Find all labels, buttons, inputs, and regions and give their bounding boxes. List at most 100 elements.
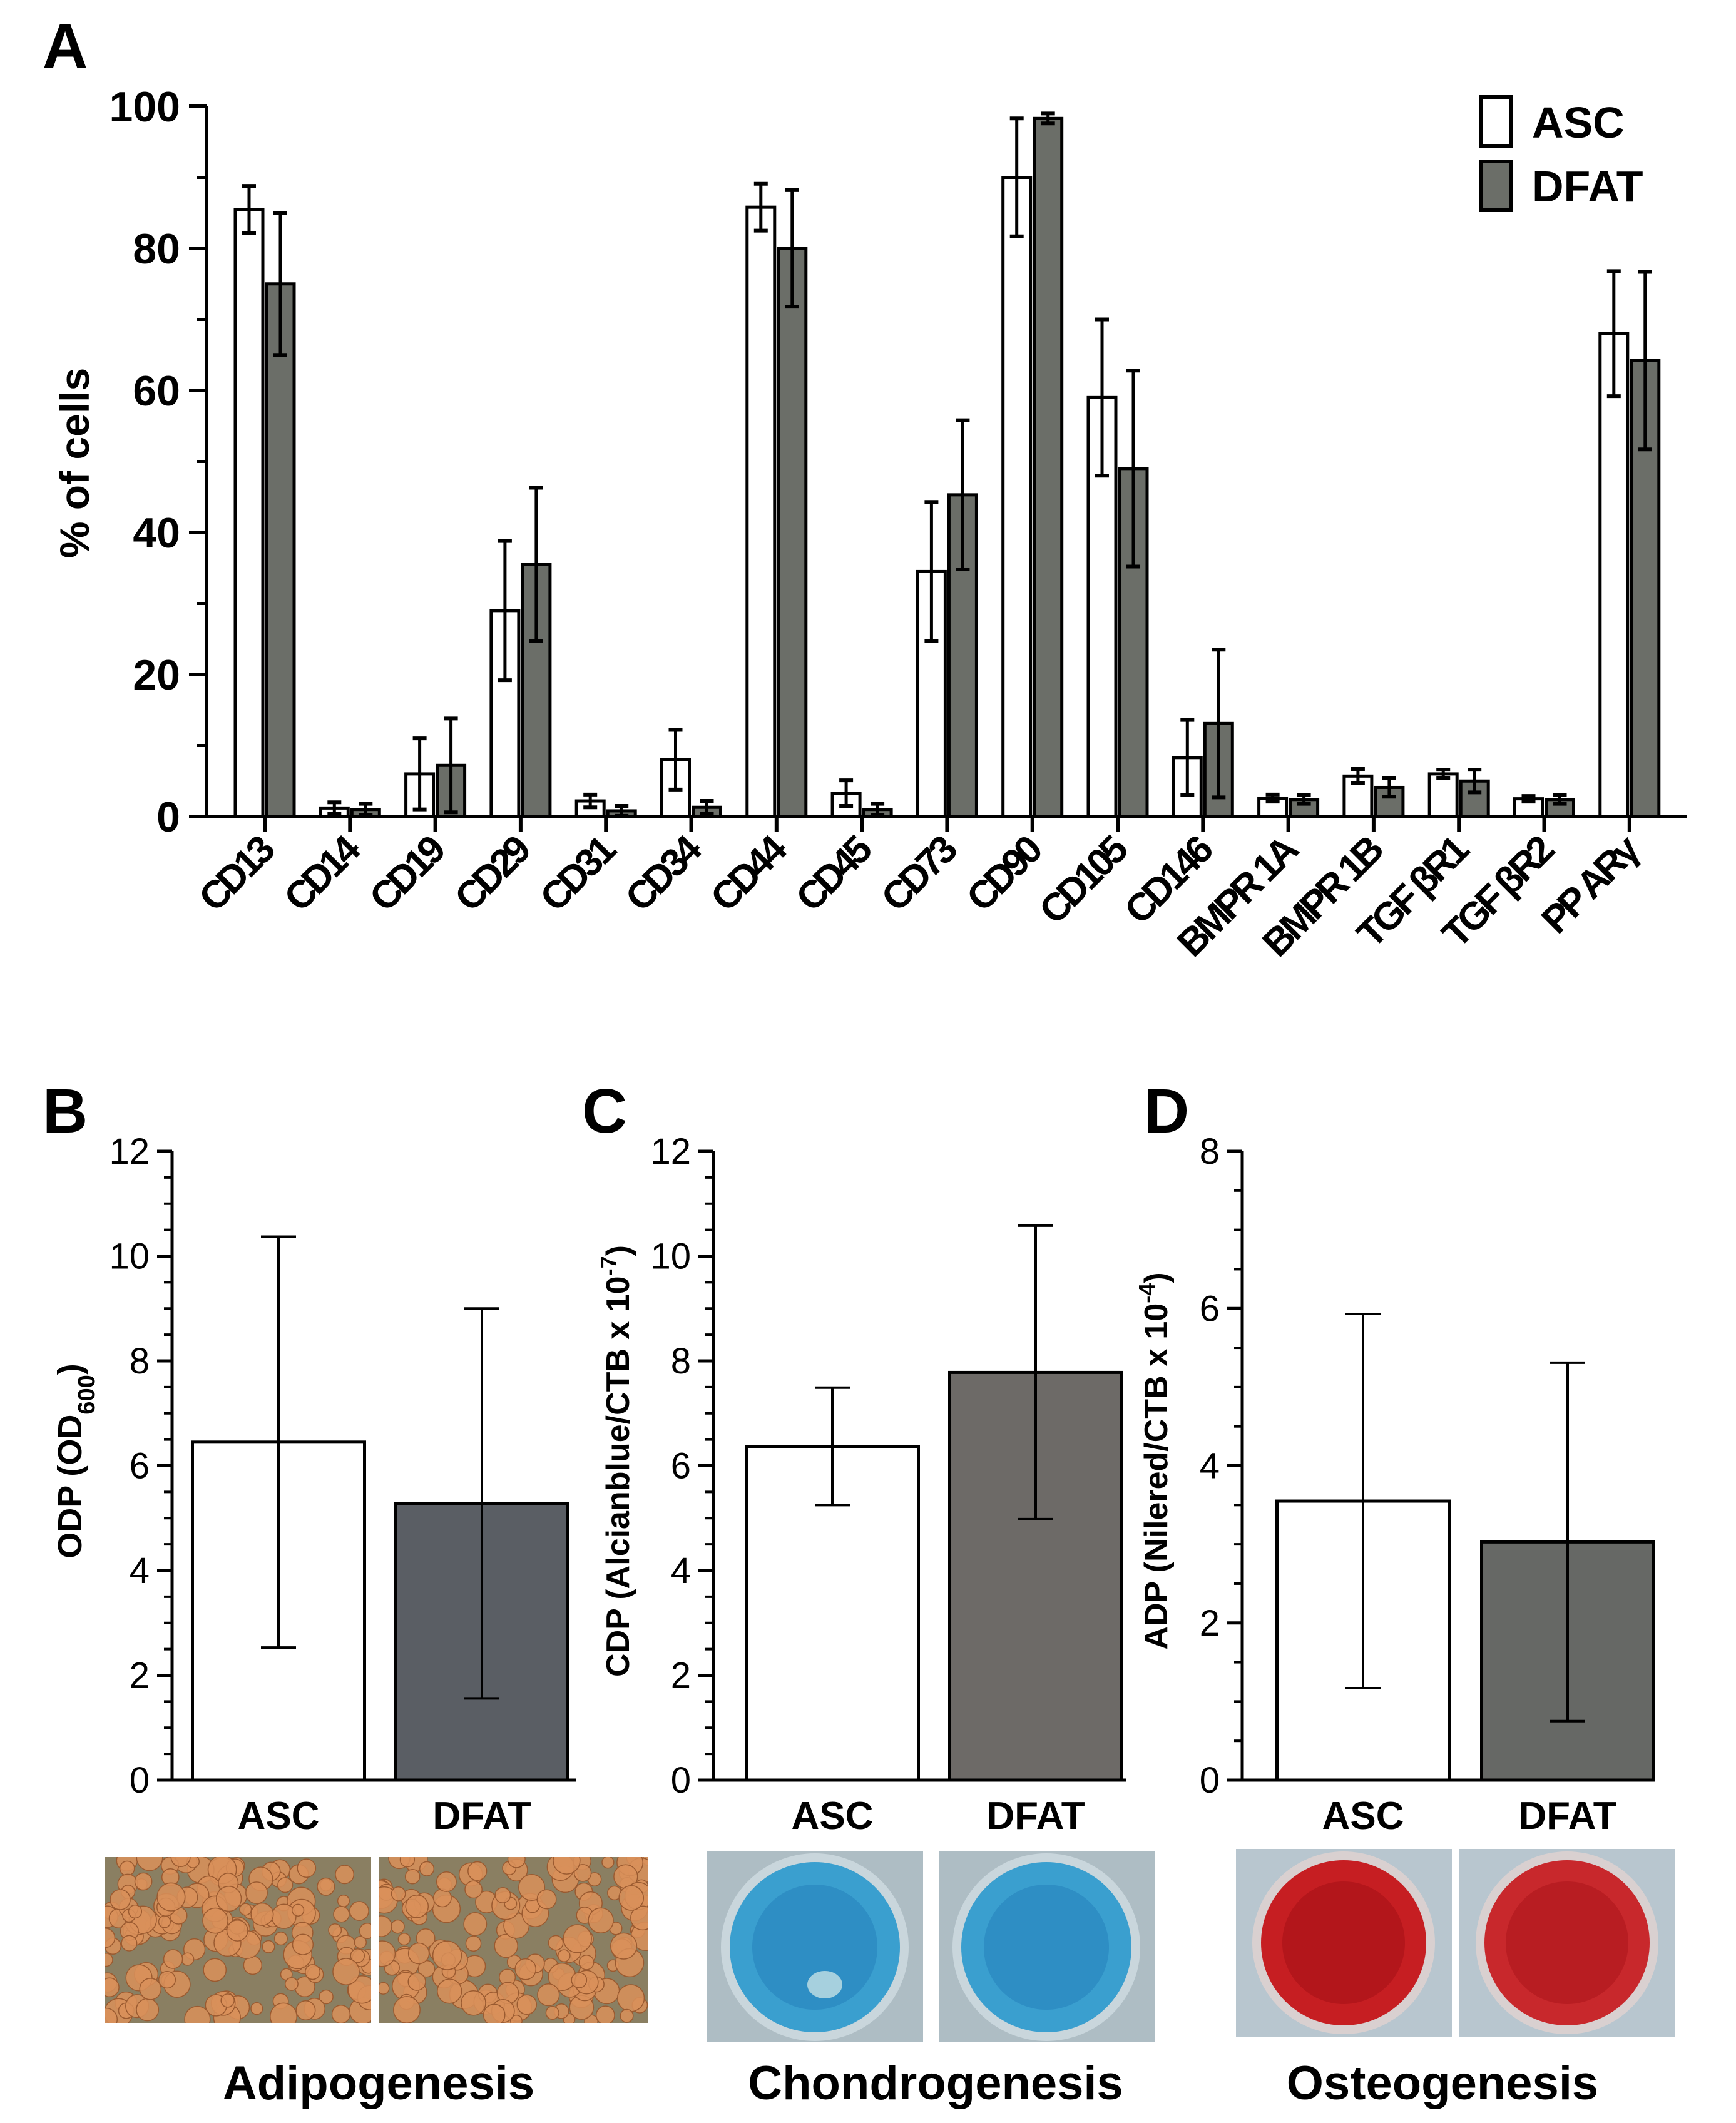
panel-c-y-tick-label: 10 — [650, 1236, 691, 1277]
lipid-droplet — [245, 1881, 268, 1905]
panel-label-c: C — [582, 1076, 627, 1146]
legend-dfat-label: DFAT — [1532, 162, 1643, 211]
dfat-bar-cd29 — [521, 563, 552, 818]
asc-bar-cd90 — [1001, 176, 1033, 818]
lipid-droplet — [170, 1857, 191, 1868]
lipid-droplet — [273, 1932, 288, 1946]
lipid-droplet — [270, 2002, 297, 2023]
lipid-droplet — [121, 1935, 138, 1952]
lipid-droplet — [545, 2005, 559, 2020]
lipid-droplet — [610, 1932, 638, 1960]
lipid-droplet — [510, 2014, 523, 2023]
lipid-droplet — [536, 1889, 557, 1910]
lipid-droplet — [553, 1857, 581, 1875]
lipid-droplet — [105, 1977, 120, 1998]
lipid-droplet — [119, 1860, 135, 1876]
lipid-droplet — [436, 1871, 457, 1892]
lipid-droplet — [156, 1882, 186, 1912]
panel-b-x-tick-label: ASC — [238, 1795, 320, 1838]
panel-c-x-tick-label: ASC — [792, 1795, 874, 1838]
panel-c-y-tick-label: 0 — [671, 1760, 691, 1801]
panel-a-y-tick-label: 20 — [133, 651, 180, 699]
lipid-droplet — [514, 1958, 537, 1980]
panel-a-x-tick-label: CD19 — [362, 828, 454, 920]
lipid-droplet — [516, 1994, 538, 2015]
lipid-droplet — [332, 1958, 360, 1985]
lipid-droplet — [437, 1978, 462, 2004]
panel-a-x-tick-label: CD31 — [532, 828, 624, 920]
lipid-droplet — [595, 2005, 615, 2023]
lipid-droplet — [297, 1858, 317, 1878]
lipid-droplet — [571, 1972, 588, 1988]
lipid-droplet — [432, 1940, 462, 1970]
lipid-droplet — [379, 1982, 390, 1995]
panel-b-y-tick-label: 4 — [130, 1550, 150, 1591]
panel-label-a: A — [43, 11, 88, 81]
panel-c-y-tick-label: 8 — [671, 1341, 691, 1382]
panel-a-x-tick-label: CD13 — [191, 828, 283, 920]
lipid-droplet — [391, 1886, 406, 1902]
lipid-droplet — [262, 1940, 275, 1953]
panel-a-x-tick-label: CD14 — [276, 827, 369, 920]
dfat-bar-cd13 — [265, 282, 296, 818]
lipid-droplet — [163, 1949, 183, 1969]
lipid-droplet — [359, 1923, 371, 1940]
lipid-droplet — [134, 1872, 153, 1891]
lipid-droplet — [463, 1912, 488, 1936]
lipid-droplet — [354, 1936, 367, 1949]
lipid-droplet — [620, 2008, 634, 2023]
lipid-droplet — [202, 1907, 228, 1934]
lipid-droplet — [105, 1927, 116, 1948]
adipogenesis-images — [105, 1857, 648, 2023]
lipid-droplet — [105, 2007, 118, 2023]
lipid-droplet — [277, 1877, 294, 1893]
lipid-droplet — [331, 2005, 351, 2023]
lipid-droplet — [563, 1924, 592, 1953]
lipid-droplet — [379, 1940, 396, 1967]
lipid-droplet — [292, 1933, 314, 1955]
dfat-bar-cd44 — [777, 247, 808, 818]
panel-c-y-tick-label: 6 — [671, 1446, 691, 1487]
panel-c-chart: 0 2 4 6 8 10 12 ASC DFAT CDP (Alcianblue/CTB x … — [596, 1131, 1126, 1838]
lipid-droplet — [616, 1984, 645, 2012]
panel-a-x-tick-label: CD29 — [447, 828, 539, 920]
lipid-droplet — [630, 1905, 648, 1931]
lipid-droplet — [578, 1954, 595, 1970]
osteo-well-dfat-inner — [1506, 1881, 1628, 2004]
panel-b-y-axis-label: ODP (OD600) — [51, 1363, 100, 1558]
lipid-droplet — [379, 1915, 392, 1937]
panel-b-y-tick-label: 6 — [130, 1446, 150, 1487]
panel-a-y-tick-label: 60 — [133, 367, 180, 415]
panel-c-x-tick-label: DFAT — [986, 1795, 1085, 1838]
lipid-droplet — [328, 1923, 342, 1937]
lipid-droplet — [573, 1864, 592, 1882]
lipid-droplet — [181, 1952, 195, 1966]
panel-a-x-tick-label: CD45 — [788, 828, 880, 920]
panel-a-x-tick-label: CD44 — [703, 827, 796, 920]
asc-bar-pp-arγ — [1598, 332, 1630, 818]
lipid-droplet — [494, 1933, 518, 1958]
lipid-droplet — [391, 1919, 405, 1934]
panel-b-y-tick-label: 12 — [109, 1131, 150, 1172]
chondro-well-dfat-inner — [984, 1885, 1109, 2010]
lipid-droplet — [295, 2000, 316, 2021]
panel-b-y-tick-label: 0 — [130, 1760, 150, 1801]
lipid-droplet — [399, 1857, 416, 1868]
panel-b-y-tick-label: 2 — [130, 1656, 150, 1696]
panel-d-y-tick-label: 2 — [1200, 1603, 1220, 1644]
lipid-droplet — [317, 1877, 335, 1896]
lipid-droplet — [304, 1964, 321, 1980]
lipid-droplet — [333, 1906, 350, 1923]
lipid-droplet — [548, 1935, 564, 1951]
lipid-droplet — [291, 1903, 305, 1917]
legend-asc-label: ASC — [1532, 98, 1625, 147]
lipid-droplet — [483, 2003, 506, 2023]
panel-c-y-tick-label: 4 — [671, 1550, 691, 1591]
panel-d-chart: 0 2 4 6 8 ASC DFAT ADP (Nilered/CTB x 10-4) — [1134, 1131, 1655, 1838]
lipid-droplet — [335, 1865, 355, 1885]
caption-osteogenesis: Osteogenesis — [1287, 2057, 1598, 2110]
lipid-droplet — [419, 1861, 435, 1876]
lipid-droplet — [158, 1971, 176, 1989]
caption-adipogenesis: Adipogenesis — [223, 2057, 534, 2110]
